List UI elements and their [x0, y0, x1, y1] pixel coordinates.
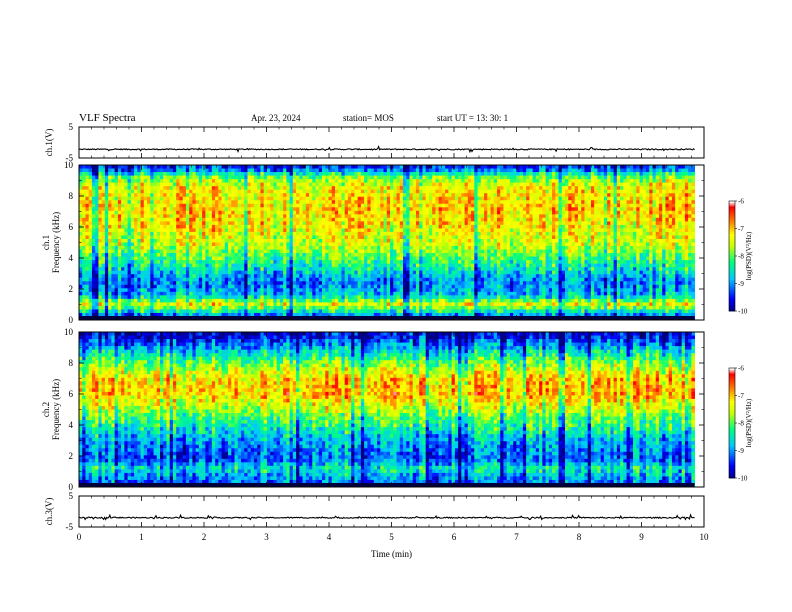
colorbar-label: log(PSD)(V²/Hz) [745, 231, 753, 280]
y-axis-label-frequency: Frequency (kHz) [51, 379, 61, 440]
y-tick-label: 10 [64, 327, 74, 337]
y-tick-label: -5 [66, 153, 74, 163]
colorbar-ch1 [729, 201, 735, 312]
spectrogram-ch1 [79, 165, 696, 321]
y-tick-label: 8 [69, 191, 74, 201]
y-tick-label: 4 [69, 253, 74, 263]
colorbar-tick-label: -9 [738, 280, 744, 288]
colorbar-ch2 [729, 368, 735, 479]
y-tick-label: -5 [66, 522, 74, 532]
colorbar-label: log(PSD)(V²/Hz) [745, 398, 753, 447]
y-tick-label: 5 [69, 122, 74, 132]
colorbar-tick-label: -6 [738, 365, 744, 373]
start-time-label: start UT = 13: 30: 1 [437, 113, 509, 123]
colorbar-tick-label: -8 [738, 420, 744, 428]
y-tick-label: 0 [69, 482, 74, 492]
y-axis-label: ch.1(V) [44, 129, 54, 157]
x-tick-label: 6 [452, 532, 457, 542]
x-tick-label: 2 [202, 532, 207, 542]
spectrogram-ch2 [79, 332, 696, 488]
x-tick-label: 1 [139, 532, 144, 542]
colorbar-tick-label: -8 [738, 253, 744, 261]
voltage-trace-ch1 [78, 145, 695, 154]
y-axis-label: ch.3(V) [44, 498, 54, 526]
colorbar-tick-label: -10 [738, 475, 748, 483]
colorbar-tick-label: -7 [738, 225, 744, 233]
station-label: station= MOS [343, 113, 394, 123]
x-tick-label: 10 [700, 532, 710, 542]
y-axis-label-frequency: Frequency (kHz) [51, 212, 61, 273]
x-tick-label: 5 [389, 532, 394, 542]
y-axis-label-channel: ch.1 [41, 235, 51, 250]
y-tick-label: 5 [69, 491, 74, 501]
page-title: VLF Spectra [79, 112, 136, 124]
colorbar-tick-label: -7 [738, 392, 744, 400]
y-tick-label: 8 [69, 358, 74, 368]
x-tick-label: 3 [264, 532, 269, 542]
x-tick-label: 4 [327, 532, 332, 542]
y-axis-label-channel: ch.2 [41, 402, 51, 417]
y-tick-label: 0 [69, 315, 74, 325]
colorbar-tick-label: -6 [738, 198, 744, 206]
low-frequency-band [79, 483, 695, 487]
y-tick-label: 10 [64, 160, 74, 170]
x-tick-label: 0 [77, 532, 82, 542]
voltage-trace-ch3 [78, 513, 695, 521]
x-tick-label: 8 [577, 532, 582, 542]
colorbar-tick-label: -10 [738, 308, 748, 316]
y-tick-label: 2 [69, 284, 74, 294]
y-tick-label: 2 [69, 451, 74, 461]
low-frequency-band [79, 316, 695, 320]
y-tick-label: 6 [69, 389, 74, 399]
x-tick-label: 9 [639, 532, 644, 542]
date-label: Apr. 23, 2024 [251, 113, 301, 123]
x-axis-label: Time (min) [371, 549, 412, 559]
y-tick-label: 4 [69, 420, 74, 430]
colorbar-tick-label: -9 [738, 447, 744, 455]
y-tick-label: 6 [69, 222, 74, 232]
x-tick-label: 7 [514, 532, 519, 542]
